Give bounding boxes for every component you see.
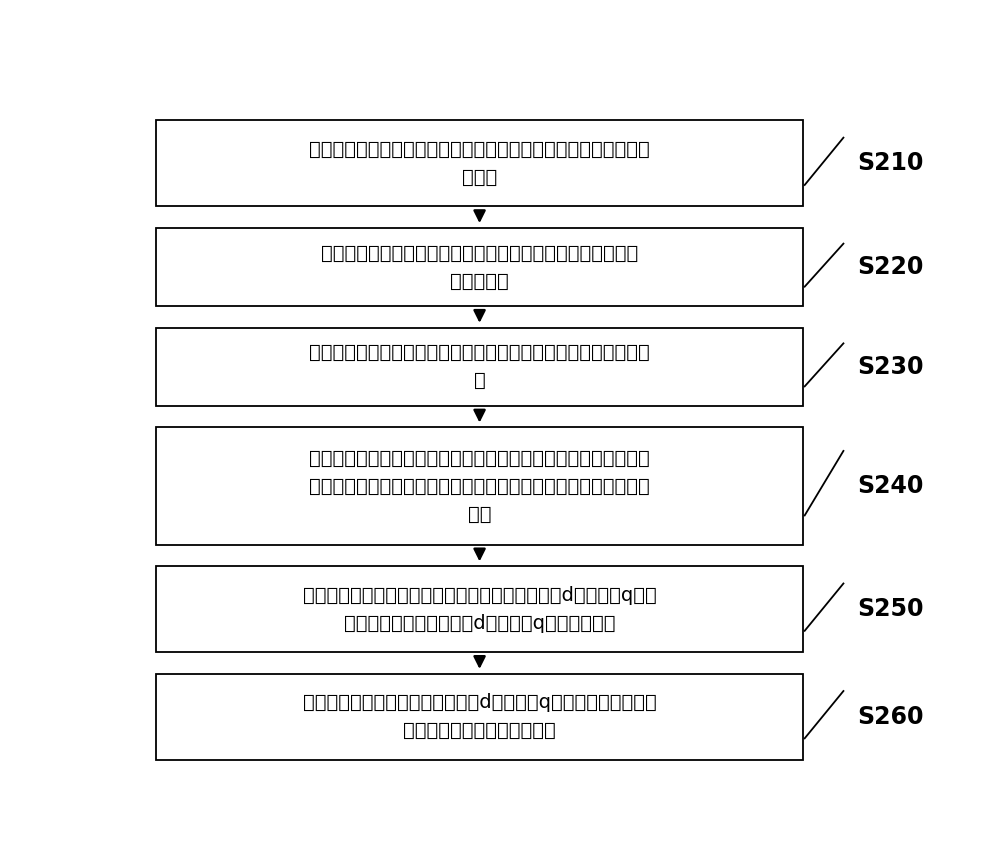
Text: 根据所述目标永磁体磁链与所述标定永磁体磁链的比值计算修正系
数: 根据所述目标永磁体磁链与所述标定永磁体磁链的比值计算修正系 数 <box>309 343 650 390</box>
Text: S250: S250 <box>857 598 924 621</box>
Text: 获取目标工况下的目标转子温度，并基于所述映射表获取目标
永磁体磁链: 获取目标工况下的目标转子温度，并基于所述映射表获取目标 永磁体磁链 <box>321 244 638 291</box>
Text: 获取目标工况下的目标母线电压及目标转速，采用所述修正系数对
基于所述目标母线电压及目标转速的输入进行修正，获得第一处理
数据: 获取目标工况下的目标母线电压及目标转速，采用所述修正系数对 基于所述目标母线电压… <box>309 449 650 523</box>
Bar <box>156 427 803 545</box>
Text: S260: S260 <box>857 705 924 729</box>
Text: S230: S230 <box>857 355 924 379</box>
Text: S220: S220 <box>857 255 924 279</box>
Bar <box>156 674 803 759</box>
Text: S240: S240 <box>857 474 924 498</box>
Text: 采用所述修正系数对所述待修正的d轴电流、q轴电流及扭矩进行反
向修正，获得目标外特性数据: 采用所述修正系数对所述待修正的d轴电流、q轴电流及扭矩进行反 向修正，获得目标外… <box>303 694 656 740</box>
Bar <box>156 228 803 306</box>
Text: 获取标定工况下的标定转子温度，并基于所述映射表获得标定永磁
体磁链: 获取标定工况下的标定转子温度，并基于所述映射表获得标定永磁 体磁链 <box>309 140 650 187</box>
Bar <box>156 567 803 652</box>
Bar <box>156 328 803 406</box>
Text: S210: S210 <box>857 151 924 176</box>
Text: 根据所述第一处理数据从所述参数表中获得匹配的d轴电流、q轴电
流及扭矩，作为待修正的d轴电流、q轴电流及扭矩: 根据所述第一处理数据从所述参数表中获得匹配的d轴电流、q轴电 流及扭矩，作为待修… <box>303 586 656 633</box>
Bar <box>156 120 803 207</box>
